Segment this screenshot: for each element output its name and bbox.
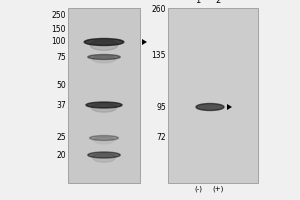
Text: 150: 150 [52, 25, 66, 34]
Text: 95: 95 [156, 104, 166, 112]
Ellipse shape [88, 152, 120, 158]
Ellipse shape [84, 38, 124, 46]
Ellipse shape [93, 55, 115, 63]
Text: (-): (-) [194, 185, 202, 192]
Text: 20: 20 [56, 150, 66, 160]
Text: 100: 100 [52, 38, 66, 46]
Text: 75: 75 [56, 52, 66, 62]
Text: 250: 250 [52, 10, 66, 20]
Bar [168, 8, 258, 183]
Text: 25: 25 [56, 134, 66, 142]
Text: 37: 37 [56, 100, 66, 110]
Ellipse shape [196, 104, 224, 110]
Ellipse shape [90, 136, 119, 140]
Bar [68, 8, 140, 183]
Ellipse shape [92, 103, 117, 112]
Text: 1: 1 [195, 0, 201, 5]
Ellipse shape [93, 153, 115, 162]
Text: 50: 50 [56, 80, 66, 90]
Text: 260: 260 [152, 5, 166, 15]
Text: 135: 135 [152, 50, 166, 60]
Ellipse shape [90, 40, 118, 50]
Text: 2: 2 [215, 0, 220, 5]
Text: (+): (+) [212, 185, 224, 192]
Text: 72: 72 [156, 134, 166, 142]
Ellipse shape [88, 54, 120, 60]
Ellipse shape [86, 102, 122, 108]
